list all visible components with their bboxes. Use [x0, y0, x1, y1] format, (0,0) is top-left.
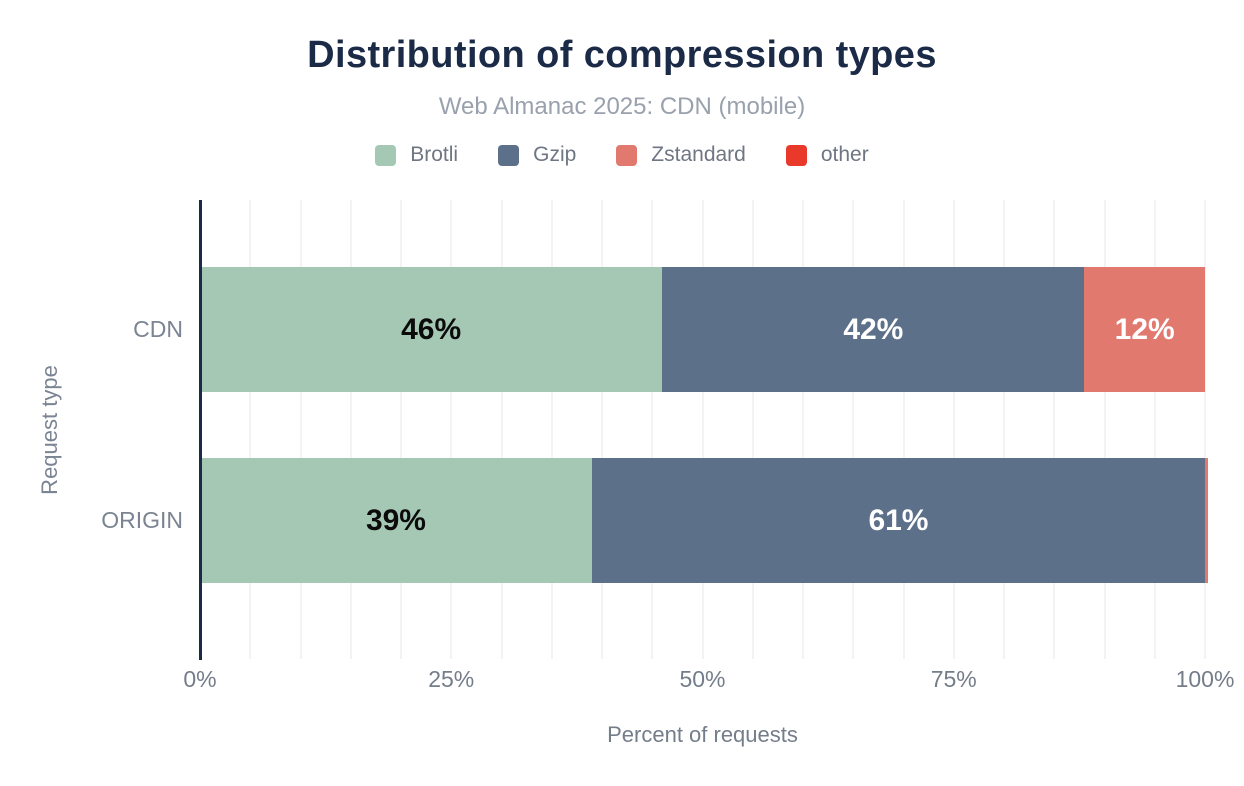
- x-tick-label: 25%: [428, 666, 475, 692]
- gridline: [902, 200, 905, 659]
- gridline: [1153, 200, 1156, 659]
- data-label: 42%: [843, 312, 904, 346]
- bar-segment-origin-zstandard[interactable]: [1205, 458, 1208, 583]
- chart-subtitle: Web Almanac 2025: CDN (mobile): [438, 93, 806, 120]
- x-tick-label: 100%: [1175, 666, 1235, 692]
- gridline: [249, 200, 252, 659]
- data-label: 46%: [401, 312, 462, 346]
- x-tick-label: 50%: [679, 666, 726, 692]
- gridline: [400, 200, 402, 659]
- x-axis-title: Percent of requests: [607, 722, 798, 747]
- gridline: [701, 200, 704, 659]
- data-label: 61%: [868, 503, 929, 537]
- gridline: [299, 200, 302, 659]
- plot-area: CDN 46% 42% 12% ORIGIN 39% 61% 0% 25% 50% 75% 100%…: [101, 200, 1234, 747]
- legend-swatch-icon: [616, 144, 638, 166]
- bar-segment-cdn-zstandard[interactable]: 12%: [1084, 267, 1205, 392]
- legend-label: other: [820, 143, 869, 166]
- data-label: 39%: [365, 503, 426, 537]
- legend-label: Zstandard: [651, 143, 746, 166]
- gridline: [852, 200, 855, 659]
- category-label: ORIGIN: [101, 507, 183, 533]
- bar-row-cdn: CDN 46% 42% 12%: [133, 267, 1205, 392]
- legend-item-gzip[interactable]: Gzip: [498, 143, 576, 167]
- bar-segment-origin-brotli[interactable]: 39%: [200, 458, 592, 583]
- gridline: [952, 200, 955, 659]
- gridline: [1103, 200, 1106, 659]
- bar-row-origin: ORIGIN 39% 61%: [101, 458, 1208, 583]
- bar-segment-cdn-gzip[interactable]: 42%: [662, 267, 1085, 392]
- y-axis-title: Request type: [37, 365, 62, 495]
- gridline: [651, 200, 654, 659]
- gridline: [1003, 200, 1005, 659]
- gridline: [802, 200, 804, 659]
- legend-swatch-icon: [498, 144, 520, 166]
- x-tick-label: 75%: [930, 666, 977, 692]
- x-tick-label: 0%: [183, 666, 217, 692]
- legend-label: Brotli: [410, 143, 459, 166]
- category-label: CDN: [133, 316, 183, 342]
- gridline: [500, 200, 503, 659]
- legend-label: Gzip: [533, 143, 577, 166]
- data-label: 12%: [1114, 312, 1175, 346]
- legend-swatch-icon: [785, 144, 807, 166]
- legend-swatch-icon: [375, 144, 397, 166]
- gridline: [349, 200, 352, 659]
- legend-item-brotli[interactable]: Brotli: [375, 143, 458, 167]
- gridline: [1053, 200, 1056, 659]
- legend-item-zstandard[interactable]: Zstandard: [616, 143, 746, 167]
- gridline: [450, 200, 453, 659]
- y-axis-line: [199, 200, 202, 660]
- gridline: [751, 200, 754, 659]
- chart-title: Distribution of compression types: [307, 34, 937, 76]
- gridline: [550, 200, 553, 659]
- legend-item-other[interactable]: other: [785, 143, 869, 167]
- gridline: [1204, 200, 1206, 659]
- bar-segment-origin-gzip[interactable]: 61%: [591, 458, 1205, 583]
- gridline: [601, 200, 603, 659]
- bar-segment-cdn-brotli[interactable]: 46%: [200, 267, 663, 392]
- legend: Brotli Gzip Zstandard other: [0, 143, 1244, 167]
